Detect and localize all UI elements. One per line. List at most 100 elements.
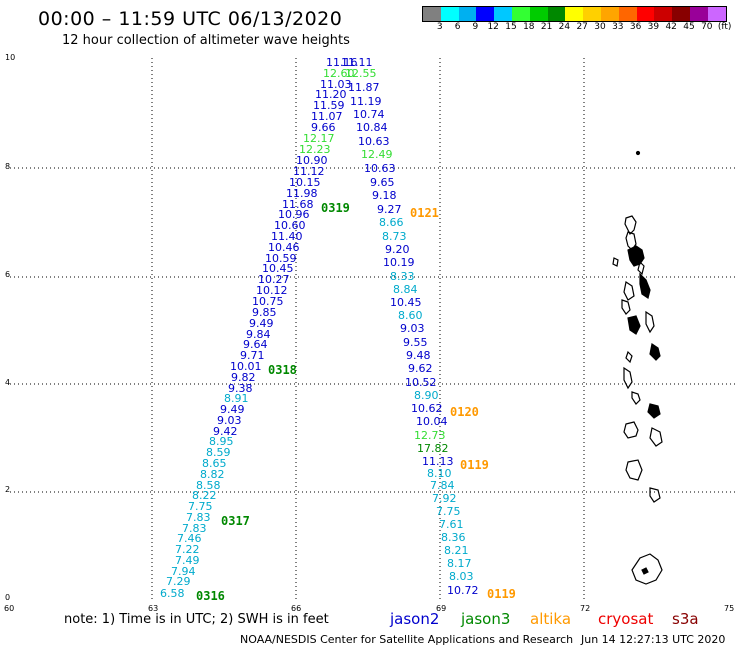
wave-height-value: 7.83 xyxy=(182,522,207,535)
wave-height-value: 8.73 xyxy=(382,230,407,243)
color-swatch xyxy=(689,7,708,21)
wave-height-value: 9.49 xyxy=(220,403,245,416)
y-tick-label: 8 xyxy=(5,162,10,171)
wave-height-value: 10.74 xyxy=(353,108,385,121)
wave-height-value: 7.22 xyxy=(175,543,200,556)
wave-height-value: 10.27 xyxy=(258,273,290,286)
wave-height-value: 12.49 xyxy=(361,148,393,161)
wave-height-value: 11.87 xyxy=(348,81,380,94)
color-swatch xyxy=(636,7,655,21)
wave-height-value: 7.29 xyxy=(166,575,191,588)
x-tick-label: 63 xyxy=(148,604,158,613)
wave-height-value: 9.27 xyxy=(377,203,402,216)
wave-height-value: 7.84 xyxy=(430,479,455,492)
wave-height-value: 10.12 xyxy=(256,284,288,297)
color-swatch xyxy=(618,7,637,21)
wave-height-value: 7.75 xyxy=(188,500,213,513)
color-swatch xyxy=(529,7,548,21)
wave-height-value: 9.71 xyxy=(240,349,265,362)
axis-tick-labels: 60 63 66 69 72 75 0 2 4 6 8 10 xyxy=(4,53,734,613)
wave-height-value: 11.03 xyxy=(320,78,352,91)
wave-height-value: 10.75 xyxy=(252,295,284,308)
color-swatch xyxy=(547,7,566,21)
color-swatch xyxy=(494,7,512,21)
wave-height-value: 10.72 xyxy=(447,584,479,597)
legend-s3a: s3a xyxy=(672,610,699,628)
wave-height-value: 11.20 xyxy=(315,88,347,101)
color-scale-label: 27 xyxy=(576,22,588,32)
y-tick-label: 2 xyxy=(5,485,10,494)
pass-time-label: 0119 xyxy=(460,458,489,472)
wave-height-value: 12.17 xyxy=(303,132,335,145)
legend-cryosat: cryosat xyxy=(598,610,654,628)
wave-height-value: 10.01 xyxy=(230,360,262,373)
wave-height-value: 10.63 xyxy=(364,162,396,175)
pass-time-label: 0121 xyxy=(410,206,439,220)
wave-height-value: 11.11 xyxy=(341,56,373,69)
wave-height-value: 10.45 xyxy=(262,262,294,275)
wave-height-value: 9.55 xyxy=(403,336,428,349)
wave-height-value: 8.33 xyxy=(390,270,415,283)
pass-time-label: 0316 xyxy=(196,589,225,603)
pass-time-label: 0317 xyxy=(221,514,250,528)
wave-height-value: 8.03 xyxy=(449,570,474,583)
wave-height-value: 10.45 xyxy=(390,296,422,309)
footer-note: note: 1) Time is in UTC; 2) SWH is in fe… xyxy=(64,612,329,627)
wave-height-value: 7.92 xyxy=(432,492,457,505)
pass-time-label: 0120 xyxy=(450,405,479,419)
wave-height-value: 6.58 xyxy=(160,587,185,600)
color-scale-label: 21 xyxy=(540,22,553,32)
wave-height-value: 7.94 xyxy=(171,565,196,578)
color-swatch xyxy=(458,7,477,21)
wave-height-value: 9.49 xyxy=(249,317,274,330)
wave-height-value: 11.13 xyxy=(422,455,454,468)
pass-time-label: 0119 xyxy=(487,587,516,601)
color-scale-label: 39 xyxy=(647,22,660,32)
y-tick-label: 10 xyxy=(5,53,15,62)
coastline-islands xyxy=(612,150,663,585)
legend-jason2: jason2 xyxy=(390,610,440,628)
legend-jason3: jason3 xyxy=(461,610,511,628)
color-scale-label: 24 xyxy=(558,22,571,32)
wave-height-value: 9.42 xyxy=(213,425,238,438)
color-swatch xyxy=(565,7,584,21)
wave-height-value: 9.82 xyxy=(231,371,256,384)
color-swatch xyxy=(707,7,726,21)
wave-height-value: 10.04 xyxy=(416,415,448,428)
color-scale-label: 33 xyxy=(612,22,624,32)
wave-height-value: 8.22 xyxy=(192,489,217,502)
wave-height-value: 10.84 xyxy=(356,121,388,134)
wave-height-value: 10.15 xyxy=(289,176,321,189)
color-scale-label: 9 xyxy=(472,22,479,32)
x-tick-label: 66 xyxy=(291,604,301,613)
wave-height-value: 9.62 xyxy=(408,362,433,375)
wave-height-value: 8.60 xyxy=(398,309,423,322)
wave-height-value: 17.82 xyxy=(417,442,449,455)
wave-height-value: 8.10 xyxy=(427,467,452,480)
wave-height-value: 11.19 xyxy=(350,95,382,108)
wave-height-value: 9.85 xyxy=(252,306,277,319)
pass-time-label: 0318 xyxy=(268,363,297,377)
wave-height-value: 9.64 xyxy=(243,338,268,351)
wave-height-value: 10.96 xyxy=(278,208,310,221)
wave-height-value: 10.52 xyxy=(405,376,437,389)
wave-height-value: 10.90 xyxy=(296,154,328,167)
wave-height-value: 8.65 xyxy=(202,457,227,470)
wave-height-value: 9.84 xyxy=(246,328,271,341)
wave-height-value: 9.66 xyxy=(311,121,336,134)
color-scale-label: 15 xyxy=(505,22,517,32)
wave-height-value: 11.68 xyxy=(282,198,314,211)
color-swatch xyxy=(654,7,673,21)
y-tick-label: 0 xyxy=(5,593,10,602)
wave-height-value: 9.03 xyxy=(400,322,425,335)
x-tick-label: 75 xyxy=(724,604,734,613)
x-tick-label: 72 xyxy=(580,604,590,613)
wave-height-value: 7.61 xyxy=(439,518,464,531)
page-subtitle: 12 hour collection of altimeter wave hei… xyxy=(62,33,350,48)
color-scale-label: 36 xyxy=(629,22,642,32)
color-swatch xyxy=(672,7,690,21)
wave-height-value: 10.59 xyxy=(265,252,297,265)
x-tick-label: 69 xyxy=(436,604,446,613)
page-title: 00:00 – 11:59 UTC 06/13/2020 xyxy=(38,8,343,30)
wave-height-value: 8.21 xyxy=(444,544,469,557)
